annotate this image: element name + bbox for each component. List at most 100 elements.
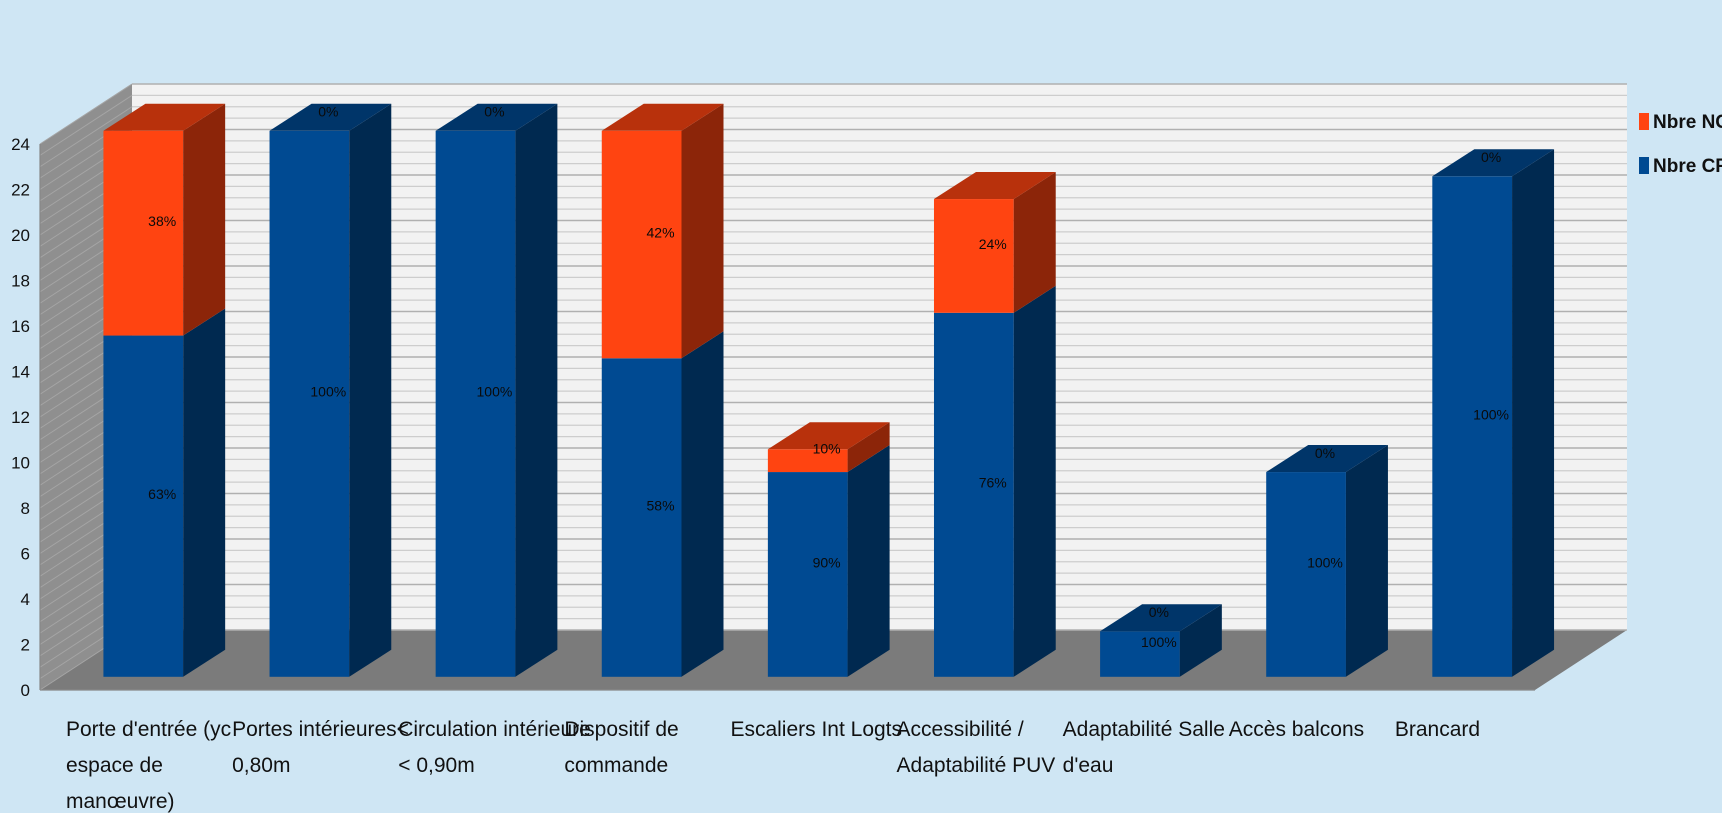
bar-side: [1512, 149, 1555, 677]
bar-side: [1013, 285, 1056, 677]
x-tick-label: Adaptabilité Salle d'eau: [1063, 718, 1225, 777]
data-label: 42%: [647, 224, 675, 240]
y-tick-label: 2: [21, 636, 30, 655]
bar-front: [933, 312, 1014, 677]
legend-label: Nbre CF: [1653, 156, 1722, 177]
bar-side: [1013, 172, 1056, 313]
bar-front: [1100, 631, 1180, 677]
bar-front: [269, 130, 350, 677]
side-gridline: [39, 83, 133, 145]
bar-top: [103, 103, 226, 131]
legend-label: Nbre NC: [1653, 112, 1722, 133]
data-label: 0%: [318, 104, 338, 120]
data-label: 0%: [484, 104, 504, 120]
bar-front: [103, 130, 184, 336]
bar-side: [847, 445, 890, 677]
bar-segment-nbre-cf: [933, 285, 1056, 677]
data-label: 100%: [1141, 634, 1177, 650]
data-label: 58%: [647, 497, 675, 513]
bar-side: [515, 103, 558, 677]
legend: Nbre NC Nbre CF: [1639, 112, 1722, 177]
bar-side: [847, 422, 890, 473]
data-label: 100%: [310, 384, 346, 400]
x-tick-label: Accessibilité / Adaptabilité PUV: [897, 718, 1056, 777]
x-tick-label: Escaliers Int Logts: [730, 718, 902, 741]
bar-front: [601, 130, 682, 359]
bar-front: [103, 335, 184, 677]
bar-top: [1266, 445, 1388, 473]
bars: [103, 103, 1555, 677]
bar-segment-nbre-cf: [269, 103, 392, 677]
bar-segment-nbre-nc: [767, 422, 890, 473]
bar-front: [1266, 472, 1346, 677]
side-gridline: [39, 94, 133, 156]
bar-front: [1432, 176, 1513, 677]
bar-side: [681, 331, 724, 677]
data-label: 24%: [979, 236, 1007, 252]
bar-side: [183, 103, 226, 336]
bar-top: [435, 103, 558, 131]
y-tick-label: 10: [11, 454, 30, 473]
data-label: 100%: [1473, 406, 1509, 422]
y-tick-label: 0: [21, 681, 30, 700]
legend-swatch: [1639, 157, 1649, 174]
data-label: 90%: [813, 554, 841, 570]
y-tick-label: 16: [11, 317, 30, 336]
bar-side: [1345, 445, 1388, 677]
x-tick-label: Porte d'entrée (yc espace de manœuvre): [66, 718, 231, 813]
data-label: 0%: [1315, 445, 1335, 461]
data-label: 0%: [1149, 604, 1169, 620]
bar-side: [349, 103, 392, 677]
bar-segment-nbre-nc: [933, 172, 1056, 313]
bar-segment-nbre-nc: [103, 103, 226, 336]
bar-side: [183, 308, 226, 677]
y-tick-label: 18: [11, 272, 30, 291]
bar-segment-nbre-cf: [601, 331, 724, 677]
x-tick-label: Accès balcons: [1229, 718, 1364, 741]
x-tick-label: Circulation intérieure < 0,90m: [398, 718, 591, 777]
bar-top: [767, 422, 890, 450]
bar-segment-nbre-cf: [103, 308, 226, 677]
bar-front: [767, 449, 848, 473]
y-tick-label: 4: [21, 590, 30, 609]
bar-segment-nbre-nc: [601, 103, 724, 359]
data-label: 100%: [477, 384, 513, 400]
bar-side: [681, 103, 724, 359]
bar-top: [933, 172, 1056, 200]
bar-front: [435, 130, 516, 677]
y-tick-label: 8: [21, 499, 30, 518]
bar-segment-nbre-cf: [1100, 604, 1222, 677]
data-label: 63%: [148, 486, 176, 502]
x-tick-label: Brancard: [1395, 718, 1480, 741]
y-tick-label: 6: [21, 545, 30, 564]
side-gridline: [39, 106, 133, 168]
x-tick-label: Dispositif de commande: [564, 718, 678, 777]
bar-top: [269, 103, 392, 131]
bar-segment-nbre-cf: [1266, 445, 1388, 677]
bar-segment-nbre-cf: [767, 445, 890, 677]
data-label: 10%: [813, 441, 841, 457]
bar-front: [767, 472, 848, 677]
y-tick-label: 12: [11, 408, 30, 427]
legend-swatch: [1639, 113, 1649, 130]
bar-side: [1179, 604, 1222, 677]
x-tick-label: Portes intérieures< 0,80m: [232, 718, 409, 777]
bar-top: [1100, 604, 1222, 632]
y-tick-label: 14: [11, 363, 30, 382]
data-label: 38%: [148, 213, 176, 229]
data-label: 76%: [979, 475, 1007, 491]
bar-segment-nbre-cf: [1432, 149, 1555, 677]
bar-front: [601, 358, 682, 677]
y-tick-label: 22: [11, 181, 30, 200]
data-label: 100%: [1307, 554, 1343, 570]
bar-top: [601, 103, 724, 131]
y-tick-label: 24: [11, 135, 30, 154]
bar-front: [933, 199, 1014, 313]
y-tick-label: 20: [11, 226, 30, 245]
data-label: 0%: [1481, 149, 1501, 165]
bar-segment-nbre-cf: [435, 103, 558, 677]
bar-top: [1432, 149, 1555, 177]
data-labels: 63% 38% 100% 0% 100% 0% 58% 42% 90% 10% 76% 24% 100%…: [148, 104, 1509, 650]
